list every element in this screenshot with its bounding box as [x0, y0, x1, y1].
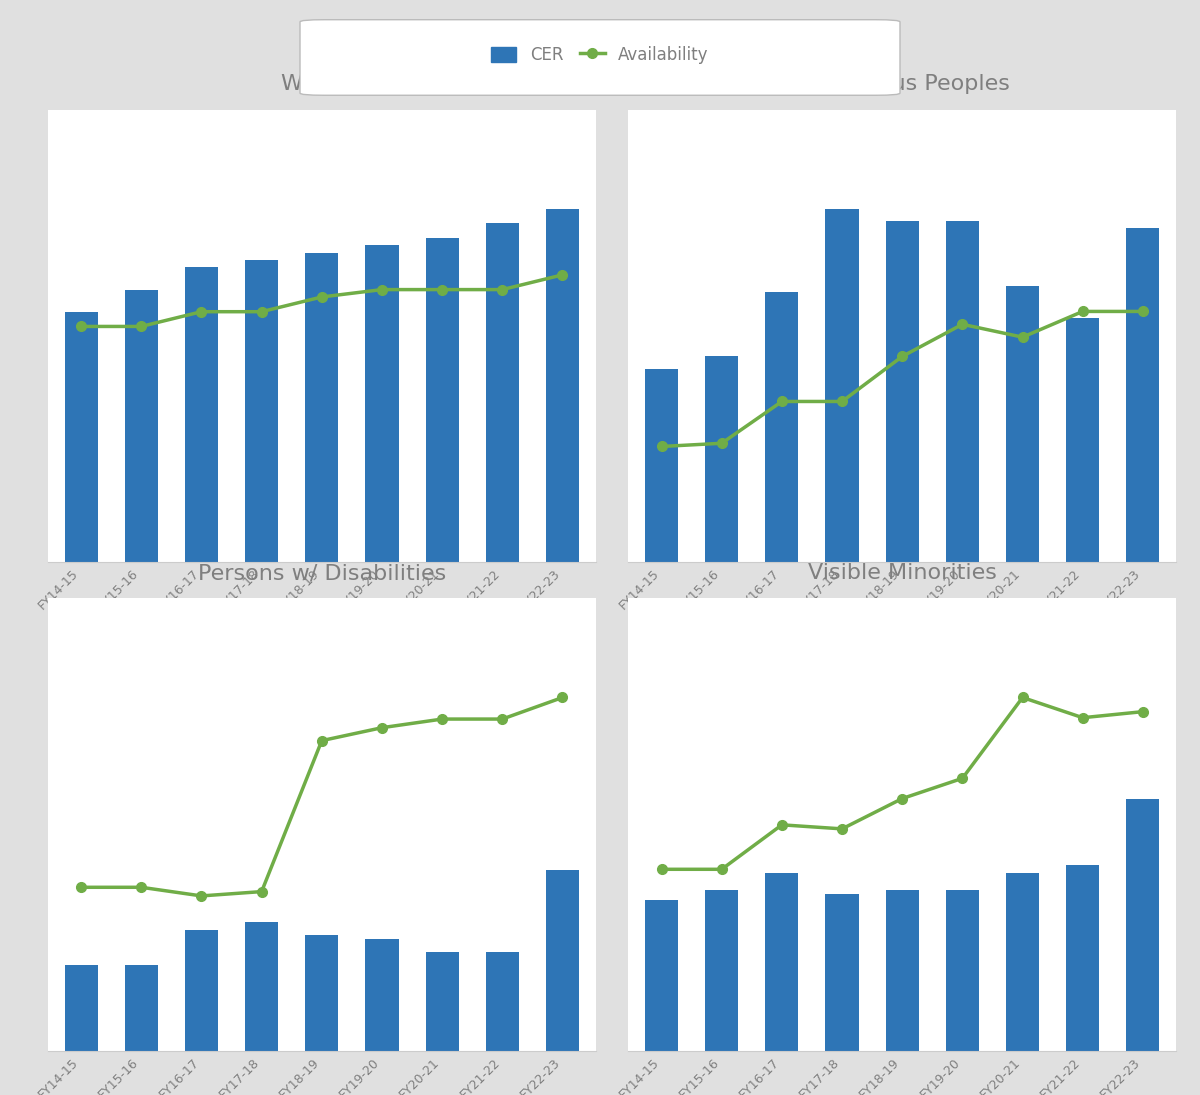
Legend: CER, Availability: CER, Availability	[485, 39, 715, 70]
Title: Indigenous Peoples: Indigenous Peoples	[794, 74, 1009, 94]
Bar	[426, 952, 458, 1051]
Bar	[766, 874, 798, 1051]
Bar	[644, 369, 678, 562]
Title: Persons w/ Disabilities: Persons w/ Disabilities	[198, 563, 446, 583]
Bar	[886, 221, 919, 562]
Bar	[706, 889, 738, 1051]
Bar	[426, 238, 458, 562]
Bar	[546, 208, 580, 562]
Bar	[946, 889, 979, 1051]
Bar	[366, 245, 398, 562]
Bar	[185, 267, 218, 562]
Bar	[886, 889, 919, 1051]
Bar	[125, 289, 158, 562]
Bar	[125, 965, 158, 1051]
Bar	[245, 922, 278, 1051]
Title: Women: Women	[280, 74, 364, 94]
Bar	[1006, 874, 1039, 1051]
Bar	[305, 935, 338, 1051]
Bar	[1066, 865, 1099, 1051]
Title: Visible Minorities: Visible Minorities	[808, 563, 997, 583]
Bar	[826, 894, 858, 1051]
FancyBboxPatch shape	[300, 20, 900, 95]
Bar	[1066, 318, 1099, 562]
Bar	[245, 261, 278, 562]
Bar	[706, 357, 738, 562]
Bar	[546, 871, 580, 1051]
Bar	[305, 253, 338, 562]
Bar	[1127, 228, 1159, 562]
Bar	[766, 292, 798, 562]
Bar	[826, 208, 858, 562]
Bar	[486, 223, 518, 562]
Bar	[1006, 286, 1039, 562]
Bar	[65, 965, 97, 1051]
Bar	[185, 931, 218, 1051]
Bar	[366, 940, 398, 1051]
Bar	[486, 952, 518, 1051]
Bar	[644, 900, 678, 1051]
Bar	[1127, 798, 1159, 1051]
Bar	[946, 221, 979, 562]
Bar	[65, 312, 97, 562]
